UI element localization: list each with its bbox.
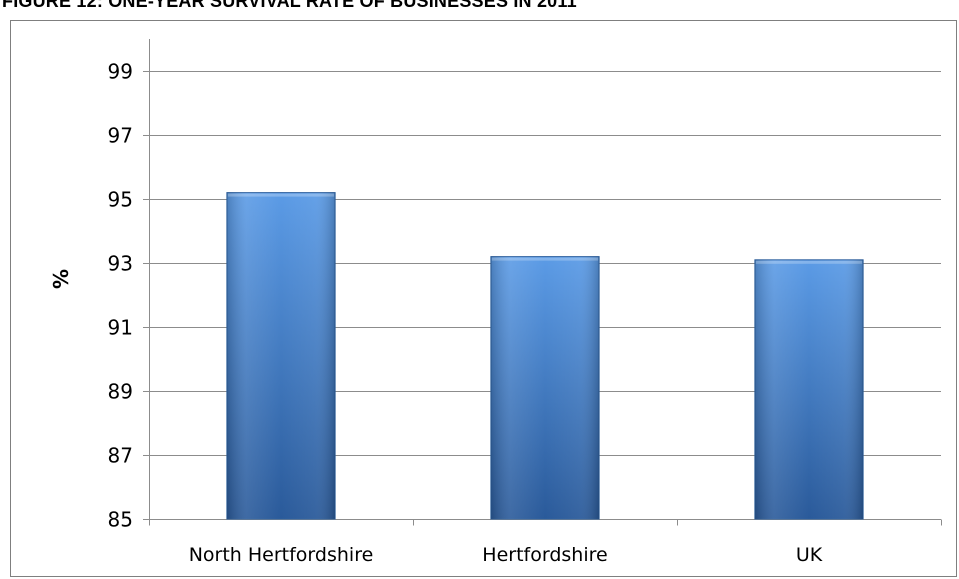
chart-frame: 85 87 89 91 93 95 97 99% North Hertfordshire Hert… bbox=[10, 20, 957, 577]
y-tick-label-91: 91 bbox=[108, 316, 133, 340]
y-tick-label-93: 93 bbox=[108, 252, 133, 276]
bar-north-hertfordshire bbox=[226, 192, 336, 520]
y-tick-label-99: 99 bbox=[108, 60, 133, 84]
bar-hertfordshire bbox=[490, 256, 600, 520]
y-axis-title: % bbox=[49, 269, 73, 289]
bars bbox=[226, 192, 864, 520]
y-tick-label-85: 85 bbox=[108, 508, 133, 532]
y-tick-label-95: 95 bbox=[108, 188, 133, 212]
bar-sheen bbox=[754, 259, 864, 519]
bar-highlight bbox=[755, 260, 863, 264]
bar-highlight bbox=[227, 193, 335, 197]
bar-chart: 85 87 89 91 93 95 97 99% North Hertfordshire Hert… bbox=[49, 39, 942, 567]
y-tick-label-97: 97 bbox=[108, 124, 133, 148]
y-tick-label-89: 89 bbox=[108, 380, 133, 404]
bar-sheen bbox=[490, 256, 600, 519]
x-category-label-0: North Hertfordshire bbox=[189, 544, 374, 566]
bar-highlight bbox=[491, 257, 599, 261]
x-category-label-1: Hertfordshire bbox=[482, 544, 607, 566]
bar-uk bbox=[754, 259, 864, 520]
x-category-label-2: UK bbox=[796, 544, 823, 566]
figure-title: FIGURE 12: ONE-YEAR SURVIVAL RATE OF BUS… bbox=[2, 0, 577, 11]
bar-sheen bbox=[226, 192, 336, 519]
y-tick-label-87: 87 bbox=[108, 444, 133, 468]
labels: 85 87 89 91 93 95 97 99% North Hertfordshire Hert… bbox=[49, 60, 823, 567]
